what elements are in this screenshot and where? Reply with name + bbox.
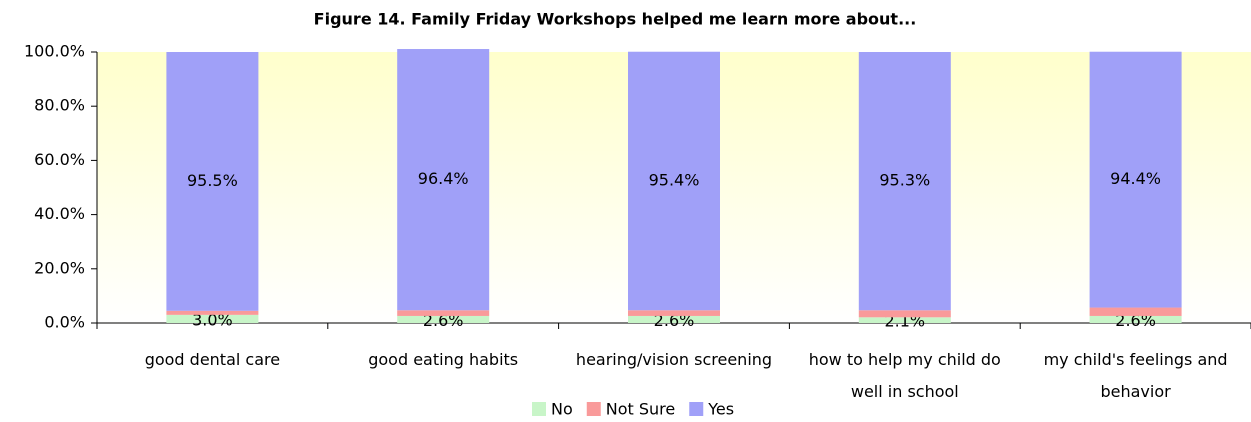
data-label: 95.5% [187, 171, 238, 190]
x-tick-label: good eating habits [368, 350, 519, 369]
y-tick-label: 40.0% [34, 204, 85, 223]
data-label: 95.3% [879, 171, 930, 190]
bar-segment [858, 52, 951, 311]
data-label: 95.4% [649, 170, 700, 189]
x-tick-label: hearing/vision screening [575, 350, 773, 369]
x-tick-label: how to help my child do well in school [808, 350, 1001, 401]
bar-segment [858, 317, 951, 323]
bar-segment [397, 315, 490, 323]
bar-segment [628, 315, 720, 323]
data-label: 96.4% [418, 169, 469, 188]
bar-segment [1089, 307, 1182, 316]
x-tick-label-box: good dental care [144, 350, 281, 369]
bar-segment [628, 51, 720, 311]
x-tick-label-box: good eating habits [368, 350, 519, 369]
bar-segment [397, 310, 490, 316]
bar-segment [166, 310, 259, 315]
bar-segment [858, 310, 951, 318]
data-label: 94.4% [1110, 169, 1161, 188]
data-label: 3.0% [192, 310, 233, 329]
legend-swatch [586, 402, 601, 416]
y-tick-label: 100.0% [24, 42, 85, 61]
y-tick-label: 60.0% [34, 150, 85, 169]
legend-label: Not Sure [606, 400, 675, 419]
y-tick-label: 80.0% [34, 96, 85, 115]
legend-label: No [551, 400, 573, 419]
legend: No Not Sure Yes [532, 400, 734, 419]
bar-segment [166, 52, 259, 311]
x-tick-label-box: how to help my child do well in school [808, 350, 1001, 401]
bar-segment [1089, 51, 1182, 308]
bar-segment [166, 314, 259, 323]
legend-label: Yes [707, 400, 734, 419]
x-tick-label: good dental care [144, 350, 281, 369]
bar-segment [397, 49, 490, 311]
x-tick-label-box: my child's feelings and behavior [1043, 350, 1228, 401]
x-tick-label-box: hearing/vision screening [575, 350, 773, 369]
bar-segment [628, 310, 720, 316]
y-tick-label: 0.0% [44, 313, 85, 332]
y-tick-label: 20.0% [34, 258, 85, 277]
chart-title: Figure 14. Family Friday Workshops helpe… [314, 10, 917, 29]
bar-segment [1089, 315, 1182, 323]
x-tick-label: my child's feelings and behavior [1043, 350, 1228, 401]
legend-swatch [532, 402, 546, 416]
legend-swatch [689, 402, 704, 416]
